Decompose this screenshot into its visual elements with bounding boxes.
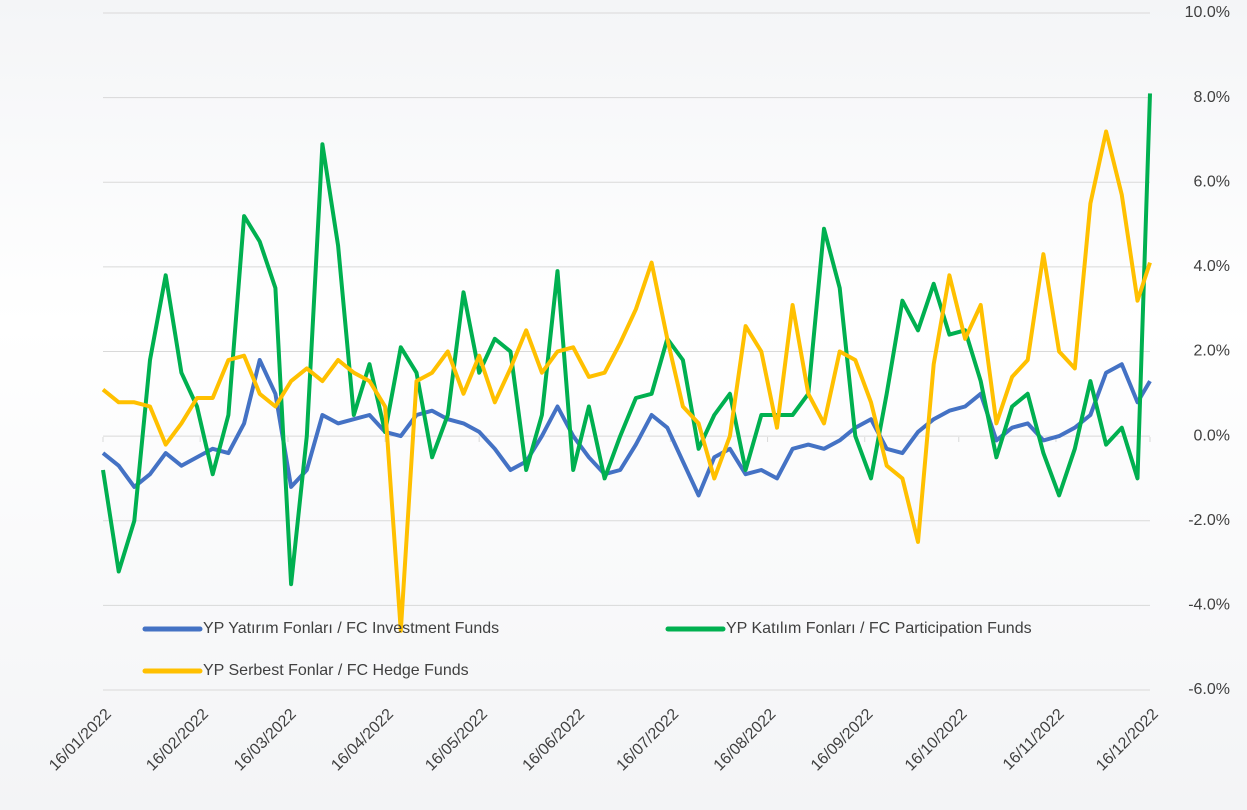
y-tick-label: 6.0%	[1194, 173, 1230, 190]
y-tick-label: 4.0%	[1194, 258, 1230, 275]
y-tick-label: 10.0%	[1185, 4, 1230, 21]
x-tick-label: 16/05/2022	[422, 706, 491, 775]
legend-label: YP Katılım Fonları / FC Participation Fu…	[726, 620, 1032, 637]
y-tick-label: -2.0%	[1188, 512, 1230, 529]
x-tick-label: 16/01/2022	[46, 706, 115, 775]
x-tick-label: 16/07/2022	[614, 706, 683, 775]
x-tick-label: 16/06/2022	[520, 706, 589, 775]
legend-label: YP Yatırım Fonları / FC Investment Funds	[203, 620, 499, 637]
x-tick-label: 16/02/2022	[143, 706, 212, 775]
x-tick-label: 16/09/2022	[808, 706, 877, 775]
y-tick-label: 2.0%	[1194, 343, 1230, 360]
x-tick-label: 16/12/2022	[1093, 706, 1162, 775]
x-tick-label: 16/08/2022	[711, 706, 780, 775]
x-tick-label: 16/11/2022	[1000, 706, 1068, 774]
series-line	[103, 93, 1150, 584]
x-tick-label: 16/04/2022	[328, 706, 397, 775]
y-tick-label: 8.0%	[1194, 89, 1230, 106]
legend-label: YP Serbest Fonlar / FC Hedge Funds	[203, 662, 469, 679]
y-tick-label: -4.0%	[1188, 597, 1230, 614]
x-tick-label: 16/10/2022	[902, 706, 971, 775]
x-tick-label: 16/03/2022	[231, 706, 300, 775]
series-line	[103, 132, 1150, 631]
chart: -6.0% -4.0% -2.0% 0.0% 2.0% 4.0% 6.0% 8.0% 10.0%…	[0, 0, 1247, 810]
y-tick-label: 0.0%	[1194, 427, 1230, 444]
series-line	[103, 360, 1150, 495]
y-tick-label: -6.0%	[1188, 681, 1230, 698]
